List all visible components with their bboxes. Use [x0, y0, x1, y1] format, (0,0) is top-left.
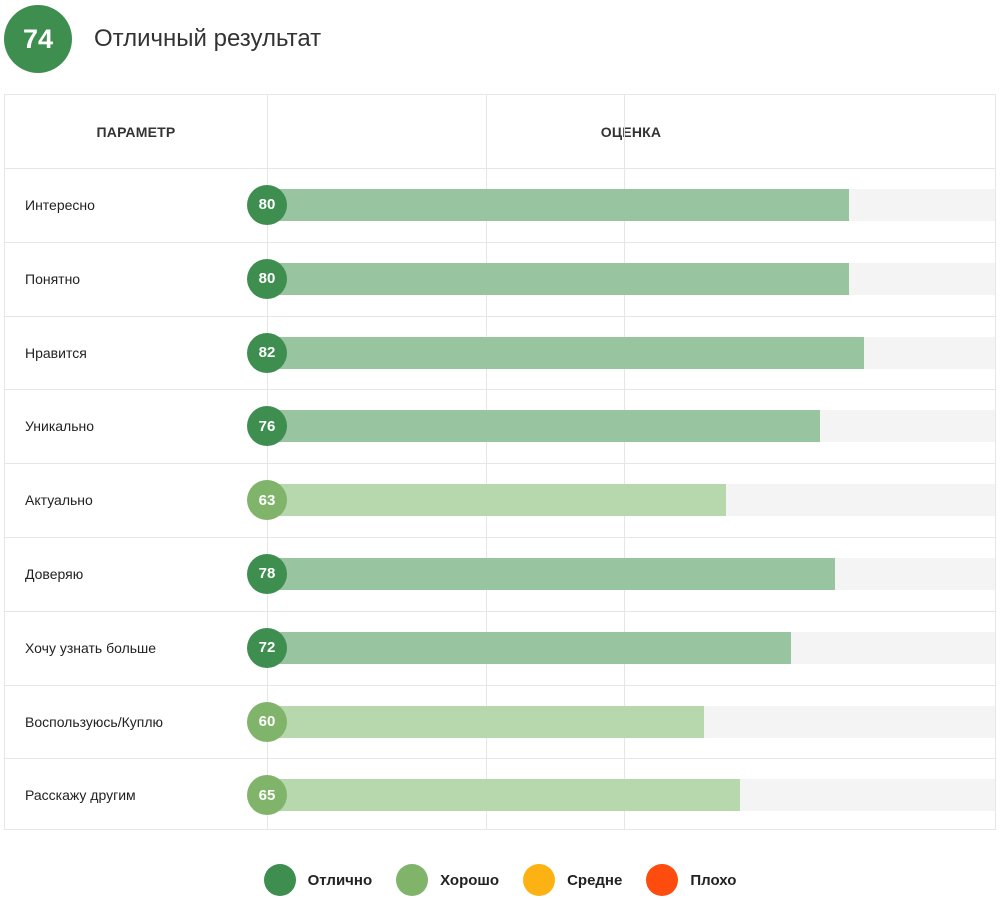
value-label: 80 [247, 258, 287, 299]
legend-swatch [396, 864, 429, 896]
column-divider [267, 95, 268, 829]
legend-item-excellent: Отлично [263, 864, 373, 896]
bar [267, 631, 792, 664]
grid-line [624, 95, 625, 829]
value-label: 76 [247, 406, 287, 447]
row-label: Интересно [25, 196, 95, 213]
row-label: Расскажу другим [25, 787, 136, 804]
legend-label: Хорошо [440, 871, 500, 889]
value-label: 63 [247, 480, 287, 521]
value-label: 80 [247, 184, 287, 225]
value-label: 65 [247, 775, 287, 816]
legend-label: Отлично [307, 871, 373, 889]
row-divider [5, 758, 995, 760]
value-label: 78 [247, 553, 287, 594]
legend-label: Средне [567, 871, 623, 889]
bar-track [267, 779, 995, 812]
bar-track [267, 705, 995, 738]
bar-track [267, 410, 995, 443]
legend-item-bad: Плохо [646, 864, 736, 896]
row-label: Уникально [25, 418, 95, 435]
value-label: 60 [247, 701, 287, 742]
bar-track [267, 557, 995, 590]
overall-score-title: Отличный результат [94, 25, 322, 52]
bar [267, 262, 850, 295]
legend: Отлично Хорошо Средне Плохо [0, 864, 1000, 896]
row-divider [5, 610, 995, 612]
legend-item-good: Хорошо [396, 864, 499, 896]
bar-track [267, 336, 995, 369]
row-label: Доверяю [25, 565, 84, 582]
legend-item-average: Средне [523, 864, 622, 896]
value-label: 82 [247, 332, 287, 373]
results-table: ПАРАМЕТР ОЦЕНКА Интересно 80 Понятно 80 Нрав… [4, 94, 996, 830]
row-divider [5, 241, 995, 243]
row-divider [5, 537, 995, 538]
row-divider [5, 463, 995, 465]
bar [267, 188, 850, 221]
bar-track [267, 262, 995, 295]
legend-swatch [523, 864, 556, 896]
param-column-header: ПАРАМЕТР [96, 123, 176, 140]
row-divider [5, 315, 995, 317]
row-label: Актуально [25, 492, 93, 509]
bar-track [267, 188, 995, 221]
header-divider [5, 168, 995, 169]
bar [267, 557, 835, 590]
legend-swatch [263, 864, 296, 896]
row-divider [5, 684, 995, 686]
overall-score-badge: 74 [4, 5, 72, 73]
legend-swatch [646, 864, 679, 896]
bar [267, 705, 704, 738]
score-column-header: ОЦЕНКА [600, 123, 662, 140]
summary-header: 74 Отличный результат [4, 5, 321, 73]
bar-track [267, 631, 995, 664]
row-label: Воспользуюсь/Куплю [25, 713, 163, 730]
grid-line [486, 95, 487, 829]
value-label: 72 [247, 627, 287, 668]
bar [267, 336, 864, 369]
bar-track [267, 484, 995, 517]
row-label: Нравится [25, 344, 87, 361]
row-divider [5, 389, 995, 391]
bar [267, 484, 726, 517]
row-label: Понятно [25, 270, 81, 287]
row-label: Хочу узнать больше [25, 639, 157, 656]
legend-label: Плохо [690, 871, 737, 889]
bar [267, 779, 741, 812]
bar [267, 410, 821, 443]
